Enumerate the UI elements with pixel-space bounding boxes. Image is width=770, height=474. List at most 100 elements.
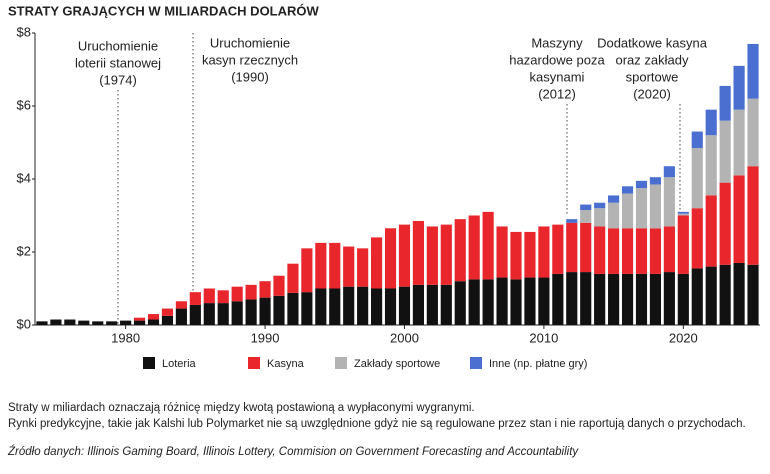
bar-segment (663, 272, 675, 325)
legend-label: Loteria (162, 358, 197, 370)
bar-segment (106, 321, 118, 325)
bar-segment (482, 279, 494, 325)
bar-segment (621, 228, 634, 274)
bar-segment (538, 226, 550, 278)
bar-segment (608, 228, 620, 274)
annotation: oraz zakłady (616, 52, 689, 67)
bar-segment (635, 188, 648, 229)
bar-segment (649, 177, 662, 185)
bar-segment (203, 288, 215, 304)
y-tick-label: $6 (17, 97, 31, 112)
bar-segment (147, 319, 160, 325)
annotation: hazardowe poza (509, 52, 605, 67)
bar-segment (440, 284, 452, 325)
bar-segment (133, 317, 146, 321)
bar-segment (580, 222, 592, 273)
bar-segment (412, 220, 424, 285)
annotation: sportowe (626, 69, 679, 84)
bar-segment (217, 290, 229, 304)
x-tick-label: 2000 (390, 330, 419, 345)
bar-segment (621, 193, 634, 229)
bar-segment (719, 264, 731, 325)
bar-segment (231, 286, 243, 302)
legend-swatch (470, 357, 482, 369)
note: Rynki predykcyjne, takie jak Kalshi lub … (8, 418, 746, 430)
bar-segment (231, 301, 243, 325)
bar-segment (580, 272, 592, 325)
y-tick-label: $2 (17, 243, 31, 258)
bar-segment (120, 320, 132, 325)
bar-segment (426, 226, 438, 285)
bar-segment (189, 304, 201, 325)
bar-segment (161, 315, 174, 325)
bar-segment (580, 210, 592, 223)
annotation: (1990) (231, 69, 269, 84)
bar-segment (329, 242, 341, 289)
x-tick-label: 2020 (669, 330, 698, 345)
annotation: Dodatkowe kasyna (597, 35, 708, 50)
bar-segment (287, 263, 299, 293)
bar-segment (691, 268, 703, 325)
bar-segment (217, 303, 229, 325)
bar-segment (594, 208, 606, 227)
bar-segment (496, 277, 508, 325)
bar-segment (357, 248, 369, 287)
bar-segment (315, 242, 327, 289)
bar-segment (259, 281, 271, 298)
bar-segment (691, 147, 703, 209)
bar-segment (273, 275, 285, 296)
bar-segment (343, 246, 355, 287)
bar-segment (621, 273, 634, 325)
chart-title: STRATY GRAJĄCYCH W MILIARDACH DOLARÓW (8, 3, 320, 18)
bar-segment (301, 292, 313, 325)
y-tick-label: $4 (17, 170, 31, 185)
bar-segment (468, 279, 480, 325)
bar-segment (78, 320, 90, 325)
annotation: (2020) (633, 86, 671, 101)
bar-segment (635, 180, 648, 189)
bar-segment (175, 308, 187, 325)
bar-segment (259, 297, 271, 325)
bar-segment (189, 292, 201, 305)
annotation: Uruchomienie (210, 35, 290, 50)
bar-segment (482, 211, 494, 280)
bar-segment (719, 85, 731, 121)
bar-segment (329, 288, 341, 325)
bar-segment (524, 231, 536, 278)
bar-segment (621, 186, 634, 194)
bar-segment (50, 319, 62, 325)
bar-segment (371, 237, 383, 289)
legend-label: Inne (np. płatne gry) (489, 358, 587, 370)
bar-segment (538, 277, 550, 325)
bar-segment (384, 288, 397, 325)
annotation: (2012) (538, 86, 576, 101)
bar-segment (64, 319, 76, 325)
bar-segment (733, 109, 745, 176)
x-tick-label: 2010 (529, 330, 558, 345)
legend-label: Kasyna (267, 358, 305, 370)
y-tick-label: $8 (17, 24, 31, 39)
x-tick-label: 1990 (251, 330, 280, 345)
bar-segment (747, 43, 759, 99)
bar-segment (747, 264, 759, 325)
bar-segment (649, 273, 662, 325)
bar-segment (36, 321, 48, 325)
bar-segment (371, 288, 383, 325)
bar-segment (426, 284, 438, 325)
bar-segment (677, 213, 689, 216)
bar-segment (161, 308, 174, 316)
bar-segment (677, 215, 689, 274)
bar-segment (747, 166, 759, 265)
bar-segment (552, 224, 564, 274)
annotation: kasynami (530, 69, 585, 84)
x-tick-label: 1980 (111, 330, 140, 345)
bar-segment (315, 288, 327, 325)
bar-segment (719, 182, 731, 265)
bar-segment (398, 224, 411, 287)
bar-segment (594, 273, 606, 325)
bar-segment (510, 279, 522, 325)
bar-segment (92, 321, 104, 325)
bar-segment (524, 277, 536, 325)
legend-swatch (143, 357, 155, 369)
bar-segment (566, 272, 578, 325)
